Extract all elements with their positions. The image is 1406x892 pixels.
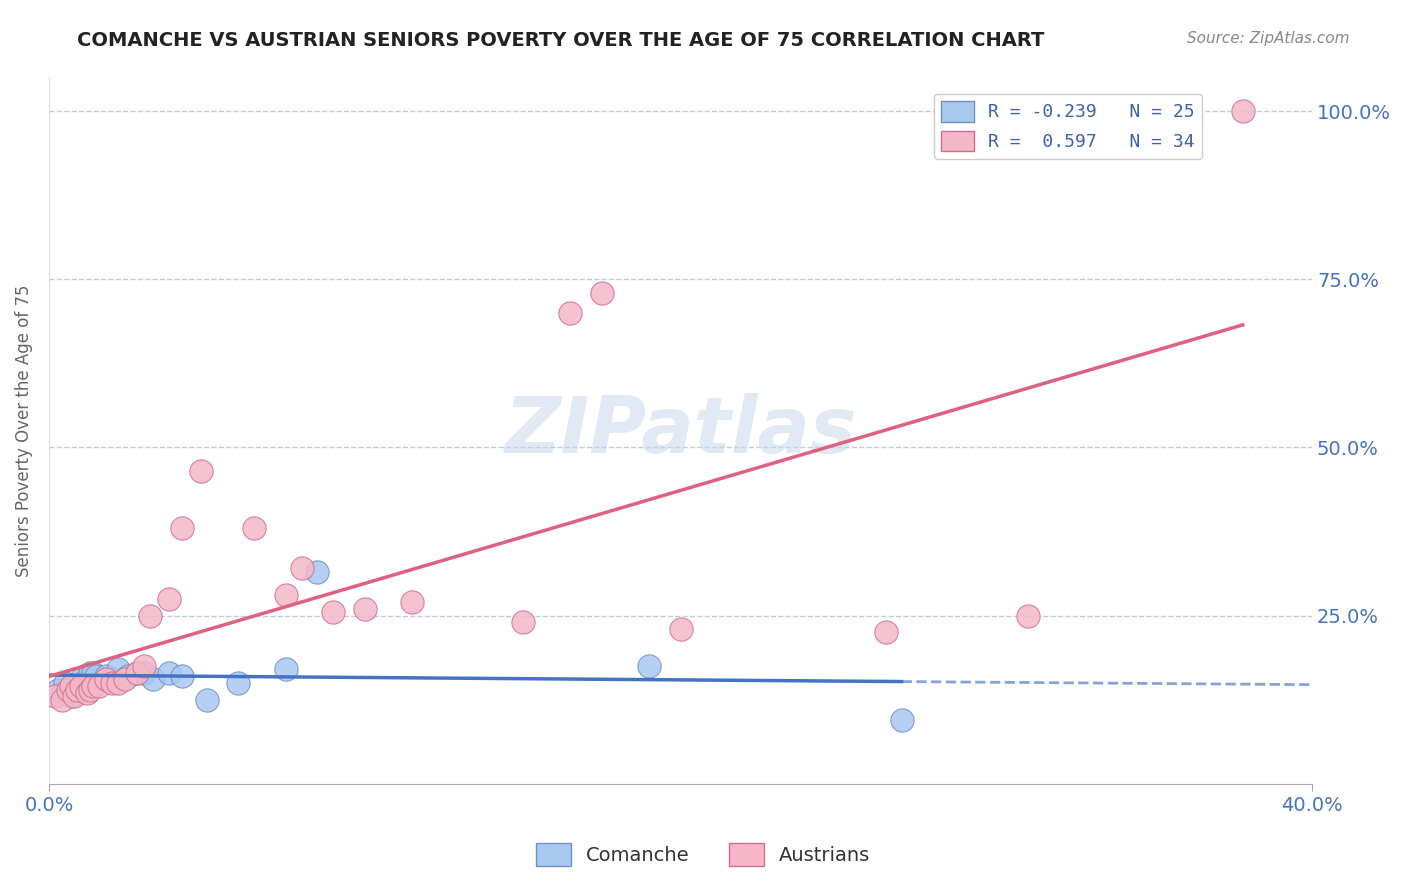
Point — [56, 682, 79, 697]
Point — [89, 679, 111, 693]
Point — [157, 665, 180, 680]
Point — [63, 690, 86, 704]
Point — [69, 679, 91, 693]
Text: ZIPatlas: ZIPatlas — [505, 392, 856, 468]
Point — [322, 605, 344, 619]
Point — [63, 679, 86, 693]
Point — [107, 676, 129, 690]
Point — [591, 285, 613, 300]
Point — [76, 686, 98, 700]
Point — [79, 682, 101, 697]
Point — [60, 690, 83, 704]
Y-axis label: Seniors Poverty Over the Age of 75: Seniors Poverty Over the Age of 75 — [15, 285, 32, 577]
Point — [127, 665, 149, 680]
Point — [512, 615, 534, 630]
Point — [307, 565, 329, 579]
Point — [86, 669, 108, 683]
Point — [274, 588, 297, 602]
Text: COMANCHE VS AUSTRIAN SENIORS POVERTY OVER THE AGE OF 75 CORRELATION CHART: COMANCHE VS AUSTRIAN SENIORS POVERTY OVE… — [77, 31, 1045, 50]
Point — [69, 676, 91, 690]
Point — [107, 662, 129, 676]
Point — [132, 665, 155, 680]
Point — [127, 665, 149, 680]
Point — [170, 521, 193, 535]
Point — [638, 659, 661, 673]
Point — [101, 673, 124, 687]
Point — [101, 676, 124, 690]
Point — [53, 676, 76, 690]
Point — [875, 625, 897, 640]
Point — [291, 561, 314, 575]
Point — [79, 665, 101, 680]
Legend: Comanche, Austrians: Comanche, Austrians — [527, 835, 879, 873]
Point — [243, 521, 266, 535]
Point — [157, 591, 180, 606]
Point — [76, 673, 98, 687]
Point — [48, 682, 70, 697]
Point — [558, 306, 581, 320]
Point — [170, 669, 193, 683]
Point — [1017, 608, 1039, 623]
Point — [117, 669, 139, 683]
Point — [274, 662, 297, 676]
Point — [114, 673, 136, 687]
Point — [82, 665, 104, 680]
Point — [51, 692, 73, 706]
Point — [94, 673, 117, 687]
Point — [44, 690, 66, 704]
Point — [66, 682, 89, 697]
Point — [195, 692, 218, 706]
Point — [132, 659, 155, 673]
Text: Source: ZipAtlas.com: Source: ZipAtlas.com — [1187, 31, 1350, 46]
Point — [353, 602, 375, 616]
Point — [142, 673, 165, 687]
Point — [139, 608, 162, 623]
Point — [69, 673, 91, 687]
Point — [94, 669, 117, 683]
Point — [401, 595, 423, 609]
Point — [60, 679, 83, 693]
Point — [1232, 104, 1254, 119]
Point — [890, 713, 912, 727]
Point — [228, 676, 250, 690]
Point — [82, 679, 104, 693]
Point — [669, 622, 692, 636]
Point — [190, 464, 212, 478]
Legend: R = -0.239   N = 25, R =  0.597   N = 34: R = -0.239 N = 25, R = 0.597 N = 34 — [934, 94, 1202, 159]
